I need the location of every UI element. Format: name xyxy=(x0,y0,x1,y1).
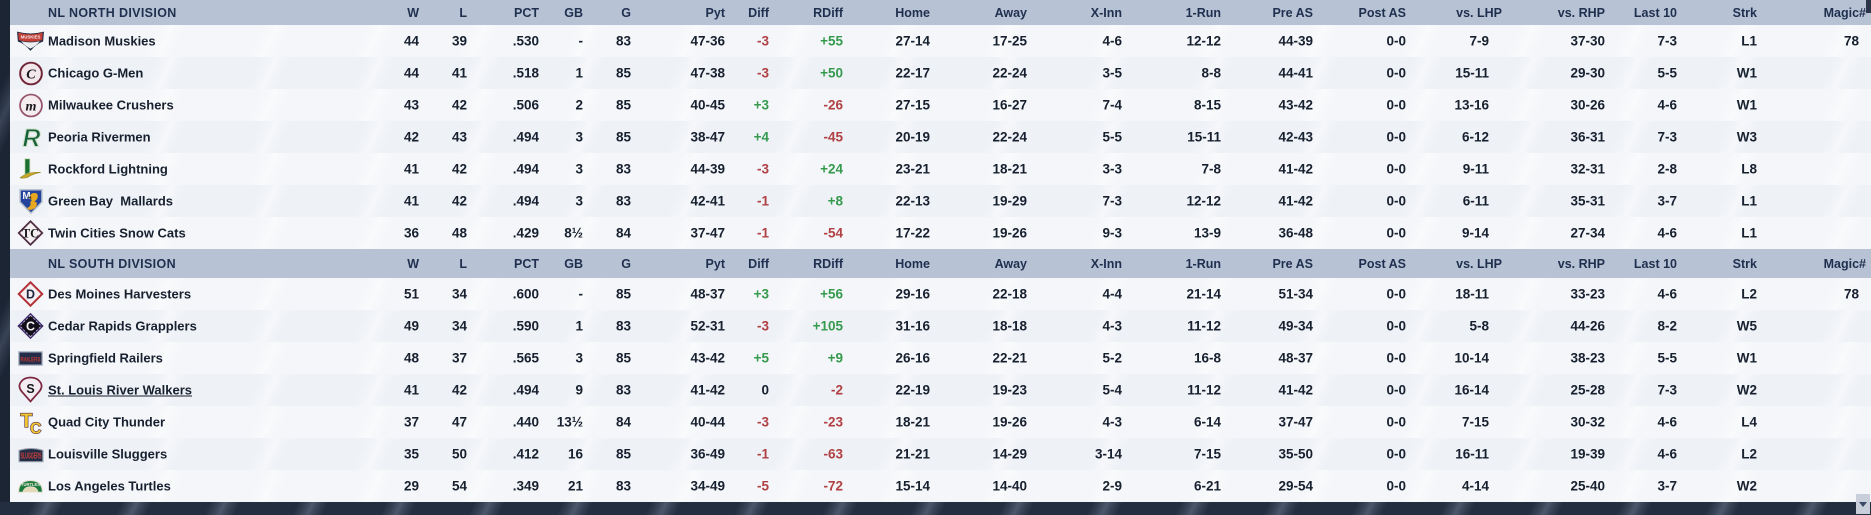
svg-text:TC: TC xyxy=(22,226,39,240)
svg-text:C: C xyxy=(26,66,36,82)
svg-text:S: S xyxy=(26,382,34,396)
svg-text:M: M xyxy=(22,191,30,202)
svg-text:T: T xyxy=(20,410,32,432)
svg-text:MUSKIES: MUSKIES xyxy=(21,35,41,41)
svg-text:TURTLES: TURTLES xyxy=(21,482,40,487)
svg-text:m: m xyxy=(25,98,36,114)
svg-text:C: C xyxy=(26,320,35,334)
svg-text:SLUGGERS: SLUGGERS xyxy=(20,451,41,460)
svg-text:C: C xyxy=(30,420,41,435)
svg-text:R: R xyxy=(23,124,41,150)
svg-text:D: D xyxy=(26,288,35,302)
svg-text:RAILERS: RAILERS xyxy=(21,356,42,363)
